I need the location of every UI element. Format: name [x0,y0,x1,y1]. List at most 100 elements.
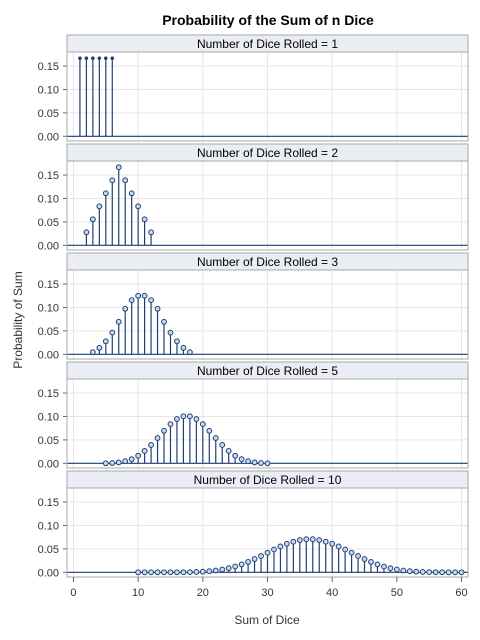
data-point [206,427,213,434]
data-point [115,318,122,325]
panel-title: Number of Dice Rolled = 3 [197,255,338,269]
data-point [452,569,458,576]
y-tick-label: 0.10 [38,193,59,205]
y-tick-label: 0.05 [38,544,59,556]
data-point [219,442,226,448]
y-tick-label: 0.05 [38,217,59,229]
data-point [186,569,193,576]
data-point [193,569,200,575]
data-point [225,565,232,572]
data-point [232,563,239,570]
data-point [199,421,206,428]
x-tick-label: 50 [391,587,403,599]
x-tick-label: 10 [132,587,144,599]
y-tick-label: 0.15 [38,61,59,73]
data-point [128,190,135,197]
data-point [245,458,251,465]
data-point [368,559,374,565]
panel-frame [66,160,469,251]
x-tick-label: 0 [70,587,76,599]
data-point [154,569,161,576]
data-point [245,559,251,565]
data-point [193,416,200,422]
data-point [102,338,109,345]
data-point [148,297,154,304]
data-point [361,556,368,562]
data-point [141,448,148,454]
needle-tip [91,56,95,61]
data-point [232,452,239,459]
data-point [109,329,116,336]
data-point [264,460,271,467]
y-tick-label: 0.15 [38,170,59,182]
data-point [290,538,297,545]
data-point [387,565,394,572]
panel-frame [66,269,469,360]
data-point [426,569,433,576]
panel-5: Number of Dice Rolled = 10 0.00 0.05 0.10 0.… [38,470,469,579]
data-point [284,540,290,547]
data-point [225,448,232,454]
data-point [316,537,323,543]
data-point [432,569,439,576]
data-point [258,553,264,559]
data-point [148,442,154,448]
data-point [96,344,103,351]
panel-title: Number of Dice Rolled = 10 [194,473,342,487]
y-tick-label: 0.05 [38,326,59,338]
data-point [167,569,174,576]
y-tick-label: 0.15 [38,497,59,509]
y-tick-label: 0.05 [38,435,59,447]
data-point [83,229,90,236]
y-tick-label: 0.10 [38,411,59,423]
data-point [154,305,161,312]
data-point [348,549,355,556]
data-point [141,292,148,299]
y-tick-label: 0.15 [38,388,59,400]
panel-frame [66,378,469,469]
data-point [329,540,336,547]
data-point [174,338,180,345]
data-point [180,413,187,420]
data-point [122,177,129,184]
y-tick-label: 0.00 [38,567,59,579]
y-tick-label: 0.00 [38,458,59,470]
data-point [206,568,213,575]
x-axis: 0 10 20 30 40 50 60 [70,577,468,599]
data-point [148,569,154,576]
data-point [135,292,142,299]
y-tick-label: 0.10 [38,520,59,532]
data-point [309,536,316,543]
data-point [122,305,129,312]
data-point [271,546,277,553]
panels: Number of Dice Rolled = 1 0.00 0.05 0.10 0.1… [38,34,469,579]
data-point [89,349,96,356]
panel-2: Number of Dice Rolled = 2 0.00 0.05 0.10 0.1… [38,143,469,252]
x-tick-label: 60 [455,587,467,599]
data-point [251,556,258,562]
data-point [186,349,193,356]
data-point [374,561,381,568]
x-axis-label: Sum of Dice [234,613,300,627]
data-point [335,543,342,550]
data-point [186,413,193,420]
panel-4: Number of Dice Rolled = 5 0.00 0.05 0.10 0.1… [38,361,469,470]
data-point [174,416,180,422]
data-point [322,538,329,545]
data-point [161,569,167,576]
data-point [381,563,387,570]
data-point [109,460,116,466]
data-point [238,561,245,568]
data-point [212,435,219,441]
data-point [238,456,245,463]
panel-3: Number of Dice Rolled = 3 0.00 0.05 0.10 0.1… [38,252,469,361]
data-point [264,549,271,556]
data-point [458,569,465,576]
data-point [251,459,258,466]
y-tick-label: 0.00 [38,240,59,252]
data-point [167,421,174,428]
data-point [161,318,167,325]
panel-1: Number of Dice Rolled = 1 0.00 0.05 0.10 0.1… [38,34,469,143]
y-tick-label: 0.15 [38,279,59,291]
